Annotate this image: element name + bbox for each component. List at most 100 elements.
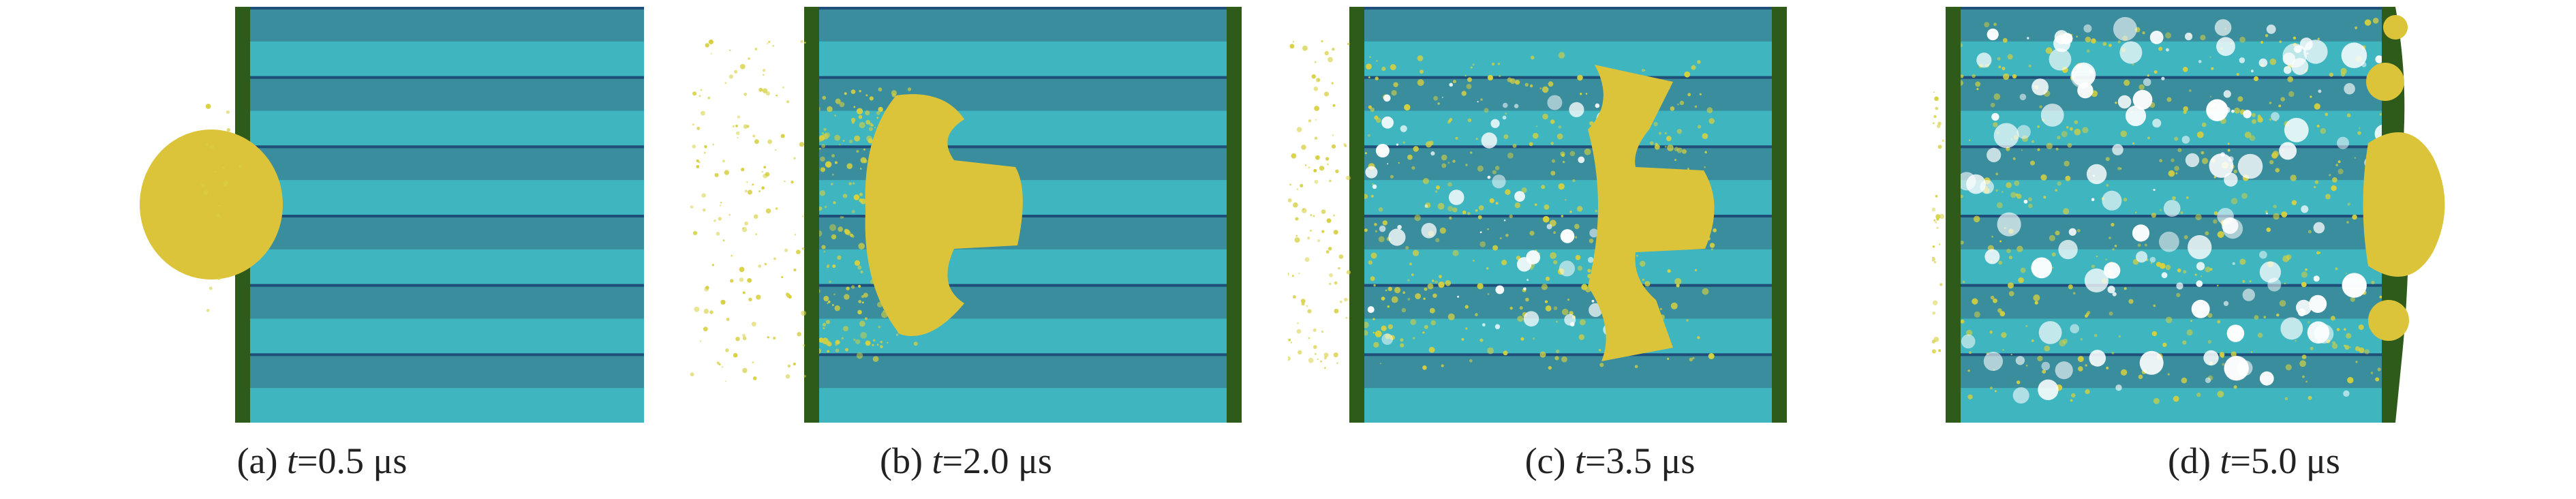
debris-particle: [1998, 260, 2003, 265]
debris-particle: [2196, 392, 2201, 397]
debris-particle: [2049, 235, 2055, 241]
debris-particle: [1523, 311, 1539, 327]
layer-boundary: [1356, 145, 1772, 149]
debris-particle: [869, 122, 873, 126]
debris-particle: [1428, 346, 1435, 353]
debris-particle: [1391, 90, 1397, 96]
simulation-frame-c: [1288, 7, 1787, 423]
debris-particle: [2042, 369, 2046, 374]
debris-particle: [2086, 164, 2107, 185]
debris-particle: [1984, 22, 1990, 27]
debris-particle: [2209, 153, 2234, 178]
debris-particle: [1401, 307, 1407, 313]
debris-particle: [1467, 118, 1472, 123]
debris-particle: [2109, 44, 2112, 47]
debris-particle: [690, 205, 694, 209]
debris-particle: [1338, 267, 1340, 270]
target-layer: [242, 76, 644, 112]
debris-particle: [2346, 333, 2352, 339]
debris-particle: [1368, 76, 1370, 78]
debris-particle: [2040, 104, 2064, 127]
debris-particle: [1697, 336, 1700, 339]
debris-particle: [1974, 311, 1980, 318]
debris-particle: [1937, 121, 1942, 125]
debris-particle: [1385, 289, 1387, 292]
debris-particle: [1487, 175, 1491, 179]
debris-particle: [1374, 115, 1379, 120]
debris-particle: [1465, 74, 1467, 77]
debris-particle: [1937, 145, 1942, 149]
debris-particle: [1998, 65, 2002, 69]
debris-particle: [858, 300, 862, 303]
debris-particle: [1452, 250, 1459, 256]
debris-particle: [858, 243, 865, 250]
debris-particle: [1400, 125, 1407, 132]
debris-particle: [1368, 105, 1372, 109]
debris-particle: [1422, 331, 1425, 334]
debris-particle: [1501, 260, 1507, 265]
debris-particle: [696, 126, 701, 130]
debris-particle: [2211, 67, 2214, 70]
debris-particle: [2007, 54, 2013, 60]
debris-particle: [2142, 31, 2145, 35]
debris-particle: [2232, 262, 2235, 265]
debris-particle: [763, 166, 767, 169]
debris-particle: [2113, 16, 2137, 41]
debris-particle: [2021, 149, 2023, 151]
debris-particle: [834, 134, 840, 141]
debris-particle: [2038, 321, 2062, 344]
debris-particle: [1589, 239, 1594, 243]
debris-particle: [1402, 291, 1405, 294]
debris-particle: [1595, 103, 1600, 108]
debris-particle: [1481, 132, 1497, 149]
debris-particle: [1997, 57, 2001, 61]
debris-particle: [2018, 277, 2024, 284]
debris-particle: [2217, 284, 2219, 287]
debris-particle: [743, 124, 748, 129]
debris-particle: [1423, 297, 1426, 300]
debris-particle: [720, 201, 722, 204]
debris-particle: [767, 336, 769, 339]
debris-particle: [1494, 166, 1500, 170]
debris-particle: [2006, 182, 2012, 188]
debris-particle: [2068, 284, 2073, 290]
debris-particle: [1387, 324, 1393, 329]
debris-particle: [1296, 188, 1299, 190]
target-stripes: [1356, 7, 1772, 423]
caption-b: (b) t=2.0 μs: [644, 434, 1288, 488]
debris-particle: [2037, 148, 2040, 151]
debris-particle: [2276, 313, 2280, 317]
debris-particle: [2109, 312, 2113, 316]
debris-particle: [1984, 249, 2000, 264]
debris-particle: [2065, 175, 2071, 181]
debris-particle: [2217, 391, 2224, 397]
debris-particle: [2008, 256, 2013, 260]
debris-particle: [2343, 390, 2350, 397]
debris-particle: [2205, 231, 2209, 236]
debris-particle: [2136, 251, 2148, 263]
debris-particle: [1375, 330, 1382, 337]
layer-boundary: [1356, 7, 1772, 10]
debris-particle: [2222, 217, 2239, 235]
debris-particle: [1997, 308, 2002, 313]
debris-particle: [758, 87, 763, 92]
debris-particle: [2341, 42, 2367, 68]
debris-particle: [1394, 286, 1401, 294]
debris-particle: [859, 320, 865, 327]
debris-particle: [1367, 134, 1370, 137]
debris-particle: [2302, 375, 2305, 378]
target-layer: [1356, 318, 1772, 354]
layer-boundary: [242, 284, 644, 287]
debris-particle: [2209, 56, 2211, 58]
debris-particle: [856, 352, 863, 359]
debris-particle: [1430, 320, 1436, 326]
debris-particle: [1505, 189, 1511, 195]
debris-particle: [696, 165, 700, 168]
debris-particle: [1424, 205, 1428, 208]
debris-particle: [762, 88, 768, 93]
debris-particle: [2167, 373, 2170, 376]
debris-particle: [2057, 181, 2061, 186]
debris-particle: [1424, 324, 1428, 329]
debris-particle: [1307, 309, 1312, 314]
debris-particle: [833, 201, 836, 205]
